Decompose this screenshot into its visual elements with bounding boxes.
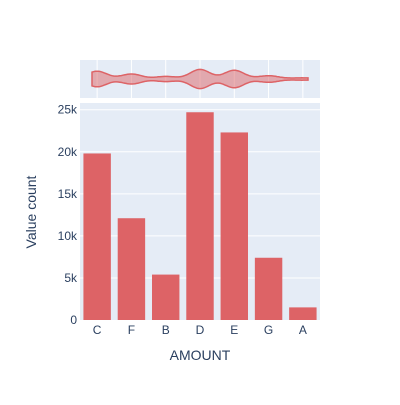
x-tick-label: C (93, 323, 102, 337)
marginal-violin (91, 68, 309, 90)
bar-C[interactable] (83, 153, 111, 320)
x-tick-label: F (128, 323, 135, 337)
y-tick-label: 15k (58, 187, 78, 201)
y-tick-labels: 0 5k 10k 15k 20k 25k (58, 103, 78, 327)
y-tick-label: 5k (64, 271, 78, 285)
y-tick-label: 20k (58, 145, 78, 159)
x-tick-label: G (264, 323, 273, 337)
bar-G[interactable] (254, 257, 283, 320)
x-tick-label: B (162, 323, 170, 337)
bar-A[interactable] (289, 307, 317, 320)
x-tick-label: E (230, 323, 238, 337)
bar-D[interactable] (186, 112, 214, 320)
x-tick-label: A (299, 323, 307, 337)
bar-B[interactable] (152, 274, 180, 320)
y-tick-label: 10k (58, 229, 78, 243)
y-tick-label: 25k (58, 103, 78, 117)
y-axis-title: Value count (23, 175, 39, 248)
y-tick-label: 0 (70, 313, 77, 327)
bar-F[interactable] (117, 218, 146, 320)
bar-E[interactable] (220, 132, 248, 320)
bars (83, 112, 317, 320)
x-tick-label: D (196, 323, 205, 337)
violin-shape[interactable] (91, 68, 309, 90)
x-axis-title: AMOUNT (170, 347, 231, 363)
